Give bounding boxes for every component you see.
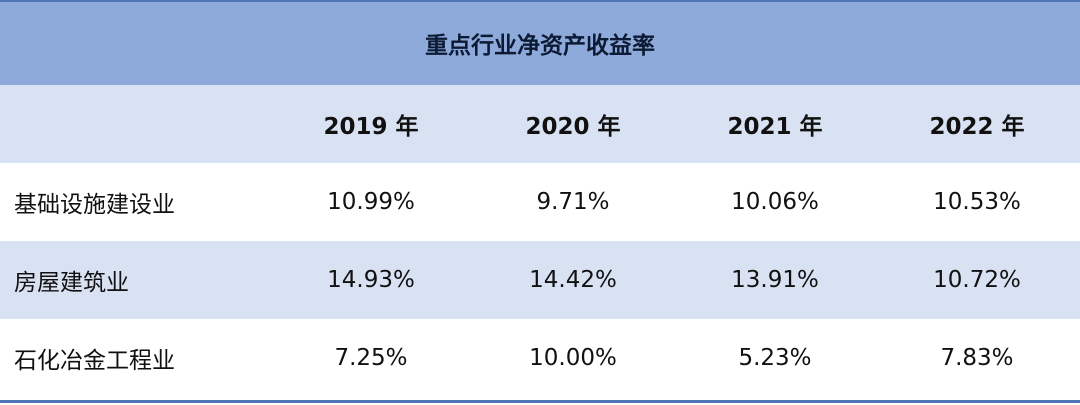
value-cell: 14.42% xyxy=(529,267,617,293)
row-label: 石化冶金工程业 xyxy=(14,348,175,374)
value-cell: 10.72% xyxy=(933,267,1021,293)
row-label: 基础设施建设业 xyxy=(14,192,175,218)
bottom-rule xyxy=(0,400,1080,403)
value-cell: 14.93% xyxy=(327,267,415,293)
value-cell: 10.53% xyxy=(933,189,1021,215)
header-cell-2022: 2022 年 xyxy=(929,114,1025,140)
header-cell-2019: 2019 年 xyxy=(323,114,419,140)
value-cell: 7.83% xyxy=(940,345,1014,371)
value-cell: 9.71% xyxy=(536,189,610,215)
header-cell-2020: 2020 年 xyxy=(525,114,621,140)
table-title: 重点行业净资产收益率 xyxy=(425,32,655,59)
value-cell: 10.99% xyxy=(327,189,415,215)
table-row: 基础设施建设业 10.99% 9.71% 10.06% 10.53% xyxy=(0,163,1080,241)
value-cell: 10.06% xyxy=(731,189,819,215)
header-row: 2019 年 2020 年 2021 年 2022 年 xyxy=(0,85,1080,163)
table-row: 石化冶金工程业 7.25% 10.00% 5.23% 7.83% xyxy=(0,319,1080,397)
header-cell-2021: 2021 年 xyxy=(727,114,823,140)
row-label: 房屋建筑业 xyxy=(14,270,129,296)
value-cell: 7.25% xyxy=(334,345,408,371)
top-rule xyxy=(0,0,1080,2)
value-cell: 13.91% xyxy=(731,267,819,293)
table-title-bar: 重点行业净资产收益率 xyxy=(0,0,1080,85)
value-cell: 5.23% xyxy=(738,345,812,371)
value-cell: 10.00% xyxy=(529,345,617,371)
table-row: 房屋建筑业 14.93% 14.42% 13.91% 10.72% xyxy=(0,241,1080,319)
